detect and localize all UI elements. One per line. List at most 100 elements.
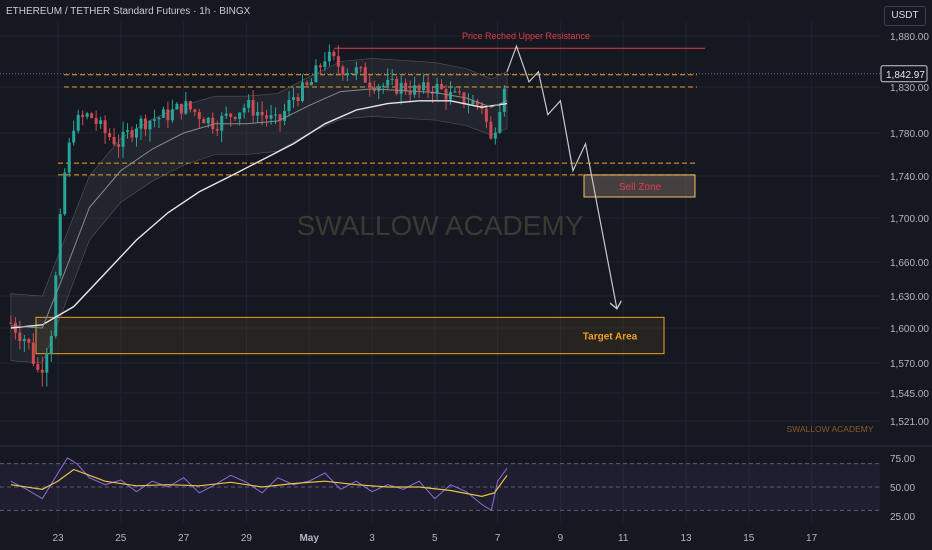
x-tick-label: 5: [432, 533, 438, 544]
candle: [453, 86, 457, 93]
ma-slow-line: [10, 100, 508, 329]
candle: [359, 65, 363, 73]
candle-body: [211, 117, 215, 129]
candle: [354, 61, 358, 81]
currency-selector[interactable]: USDT: [884, 6, 926, 26]
candle: [139, 115, 143, 141]
candle: [314, 59, 318, 83]
candle-body: [242, 107, 246, 113]
candle-body: [31, 342, 35, 365]
candle-body: [130, 130, 134, 138]
candle: [36, 357, 40, 373]
candle: [27, 337, 31, 350]
watermark: SWALLOW ACADEMY: [297, 210, 584, 241]
candle: [220, 112, 224, 143]
candle-body: [457, 91, 461, 93]
candle: [363, 62, 367, 84]
candle: [336, 45, 340, 74]
candle-body: [296, 97, 300, 101]
candle: [170, 99, 174, 123]
candle-body: [453, 91, 457, 93]
candle: [121, 121, 125, 158]
candle-body: [148, 120, 152, 130]
candle: [18, 320, 22, 350]
candle-body: [170, 109, 174, 121]
candle: [22, 335, 26, 352]
candle-body: [422, 82, 426, 91]
candle-body: [323, 61, 327, 68]
candle: [251, 90, 255, 123]
y-tick-label: 1,780.00: [890, 129, 929, 140]
candle-body: [278, 114, 282, 121]
candle-body: [314, 65, 318, 83]
candle-body: [40, 369, 44, 373]
candle-body: [354, 67, 358, 74]
candle: [63, 168, 67, 217]
candle-body: [269, 115, 273, 119]
candle: [305, 80, 309, 88]
candle: [332, 49, 336, 61]
candle: [108, 128, 112, 141]
x-tick-label: 17: [806, 533, 818, 544]
candle-body: [157, 117, 161, 120]
candle-body: [220, 115, 224, 131]
candle: [345, 68, 349, 82]
candle: [161, 106, 165, 119]
x-tick-label: 29: [241, 533, 253, 544]
candle-body: [471, 100, 475, 104]
candle-body: [318, 65, 322, 68]
candle: [296, 93, 300, 107]
x-tick-label: May: [299, 533, 319, 544]
candle-body: [332, 51, 336, 57]
rsi-ma-line: [10, 468, 508, 497]
candle-body: [341, 66, 345, 75]
candle-body: [193, 109, 197, 113]
candle: [404, 78, 408, 95]
x-tick-label: 3: [369, 533, 375, 544]
candle: [193, 108, 197, 117]
candle-body: [99, 120, 103, 124]
x-tick-label: 11: [618, 533, 629, 544]
candle: [40, 356, 44, 387]
candle: [260, 101, 264, 126]
candle-body: [76, 114, 80, 131]
candle-body: [188, 101, 192, 110]
x-tick-label: 25: [115, 533, 127, 544]
candle-body: [152, 119, 156, 121]
candle-body: [498, 111, 502, 133]
candle: [130, 126, 134, 143]
candle: [323, 52, 327, 71]
candle-body: [108, 133, 112, 138]
candle-body: [94, 118, 98, 124]
candle: [188, 100, 192, 113]
candle-body: [399, 82, 403, 94]
candle-body: [336, 56, 340, 67]
candle: [202, 117, 206, 124]
candle: [148, 119, 152, 142]
candle: [247, 94, 251, 113]
rsi-tick-label: 50.00: [890, 483, 915, 494]
candle-body: [238, 112, 242, 119]
target-area-box: [35, 316, 665, 355]
rsi-tick-label: 75.00: [890, 454, 915, 465]
candle-body: [417, 85, 421, 91]
candle-body: [112, 137, 116, 145]
axes: 1,880.00 1,830.00 1,780.00 1,740.00 1,700.00…: [52, 32, 929, 544]
candle-body: [103, 120, 107, 134]
candle-body: [395, 78, 399, 94]
candle: [233, 116, 237, 121]
candle: [143, 114, 147, 137]
candle-body: [413, 85, 417, 95]
candle-body: [475, 100, 479, 105]
candle-body: [256, 111, 260, 116]
candle: [238, 112, 242, 126]
candle: [215, 120, 219, 137]
candle-body: [283, 111, 287, 121]
candle: [157, 116, 161, 129]
y-tick-label: 1,880.00: [890, 32, 929, 43]
candle: [166, 101, 170, 129]
y-tick-label: 1,600.00: [890, 324, 929, 335]
last-price-badge: [880, 65, 928, 83]
y-tick-label: 1,545.00: [890, 389, 929, 400]
